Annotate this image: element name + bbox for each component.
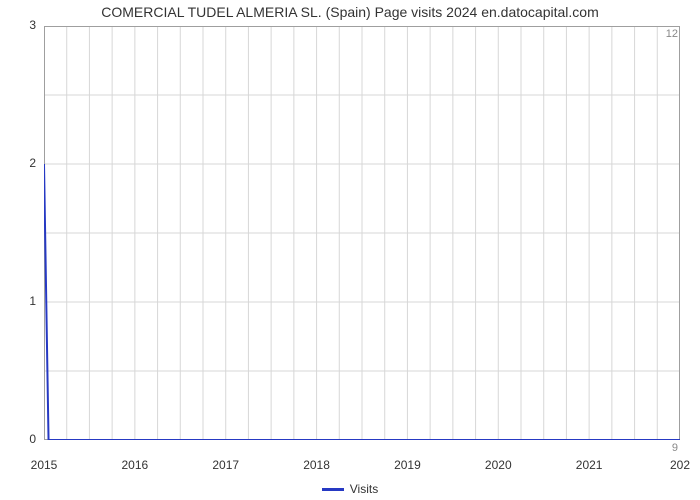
x-tick-2022: 202 [670, 458, 690, 472]
x-tick-2016: 2016 [121, 458, 148, 472]
plot-svg [44, 26, 680, 440]
x-tick-2019: 2019 [394, 458, 421, 472]
y-left-tick-1: 1 [29, 294, 36, 308]
x-tick-2020: 2020 [485, 458, 512, 472]
chart-container: COMERCIAL TUDEL ALMERIA SL. (Spain) Page… [0, 0, 700, 500]
legend-label: Visits [350, 482, 378, 496]
plot-area [44, 26, 680, 440]
x-tick-2018: 2018 [303, 458, 330, 472]
y-left-tick-0: 0 [29, 432, 36, 446]
y-left-tick-3: 3 [29, 18, 36, 32]
y-right-tick-12: 12 [666, 28, 678, 40]
chart-title: COMERCIAL TUDEL ALMERIA SL. (Spain) Page… [0, 4, 700, 20]
x-tick-2015: 2015 [31, 458, 58, 472]
legend: Visits [0, 482, 700, 496]
y-left-tick-2: 2 [29, 156, 36, 170]
legend-swatch [322, 488, 344, 491]
y-right-tick-9: 9 [672, 442, 678, 454]
x-tick-2017: 2017 [212, 458, 239, 472]
x-tick-2021: 2021 [576, 458, 603, 472]
